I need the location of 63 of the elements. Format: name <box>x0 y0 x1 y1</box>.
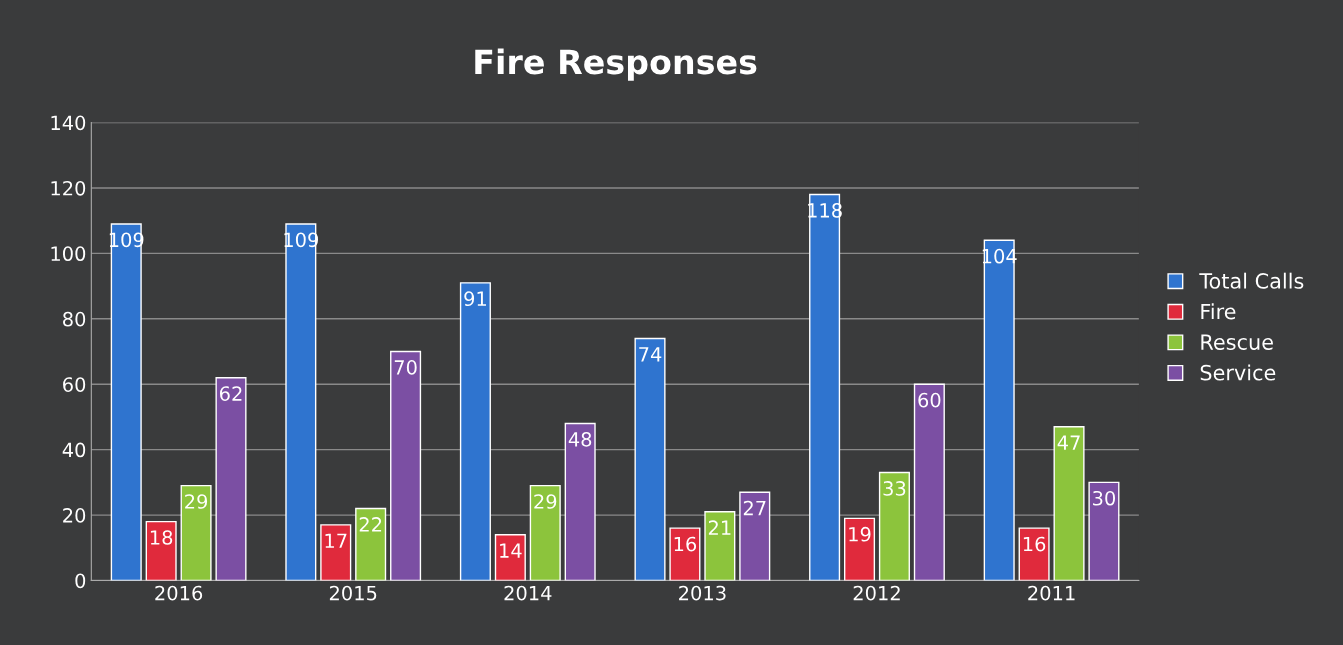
bar <box>145 520 177 581</box>
data-label: 18 <box>150 530 173 545</box>
legend-label: Total Calls <box>1199 272 1304 289</box>
legend-label: Rescue <box>1201 334 1273 350</box>
bar <box>564 422 596 581</box>
data-label: 33 <box>883 481 906 496</box>
bar <box>913 383 945 581</box>
x-tick-label: 2015 <box>329 585 377 601</box>
data-label: 29 <box>534 494 557 509</box>
bar <box>285 223 317 581</box>
data-label: 70 <box>394 360 417 375</box>
bar <box>459 282 491 581</box>
data-label: 14 <box>500 543 522 558</box>
data-label: 19 <box>849 526 871 542</box>
x-tick-label: 2012 <box>853 585 900 601</box>
x-tick-label: 2016 <box>155 585 203 601</box>
x-tick-label: 2013 <box>679 585 726 601</box>
bar <box>180 484 212 581</box>
y-tick-label: 80 <box>63 311 86 327</box>
bar <box>215 376 247 581</box>
data-label: 27 <box>743 500 766 516</box>
bar <box>1018 527 1050 581</box>
y-tick-label: 20 <box>63 508 86 523</box>
x-tick-label: 2011 <box>1028 585 1075 601</box>
chart-title: Fire Responses <box>475 48 757 81</box>
data-label: 22 <box>359 517 382 532</box>
bar <box>110 223 142 581</box>
data-label: 16 <box>1023 536 1046 552</box>
bar <box>634 337 666 581</box>
data-label: 60 <box>918 392 941 408</box>
bar <box>809 193 841 581</box>
legend-label: Fire <box>1201 303 1236 320</box>
bar <box>878 471 910 581</box>
bar <box>1088 481 1120 581</box>
data-label: 62 <box>219 386 242 401</box>
y-tick-label: 60 <box>63 377 86 392</box>
data-label: 30 <box>1093 490 1116 506</box>
bar <box>704 511 736 581</box>
x-tick-label: 2014 <box>504 585 552 601</box>
data-label: 16 <box>674 536 697 552</box>
data-label: 47 <box>1057 435 1080 450</box>
y-tick-label: 120 <box>51 180 86 196</box>
y-tick-label: 40 <box>62 442 86 458</box>
data-label: 48 <box>568 432 592 447</box>
bar <box>355 507 387 581</box>
legend-label: Service <box>1200 364 1276 381</box>
data-label: 74 <box>639 347 662 362</box>
data-label: 21 <box>708 520 731 535</box>
bar <box>320 524 352 581</box>
y-tick-label: 100 <box>51 246 86 262</box>
y-tick-label: 140 <box>51 115 86 131</box>
bar <box>669 527 701 581</box>
data-label: 91 <box>464 291 486 307</box>
data-label: 17 <box>325 533 347 548</box>
bar <box>390 350 422 581</box>
bar <box>843 517 876 581</box>
bar <box>1053 426 1085 581</box>
data-label: 29 <box>185 494 208 509</box>
bar <box>983 239 1015 581</box>
bar <box>739 491 771 581</box>
bar <box>529 484 561 581</box>
y-tick-label: 0 <box>75 573 86 589</box>
bar <box>494 534 526 581</box>
